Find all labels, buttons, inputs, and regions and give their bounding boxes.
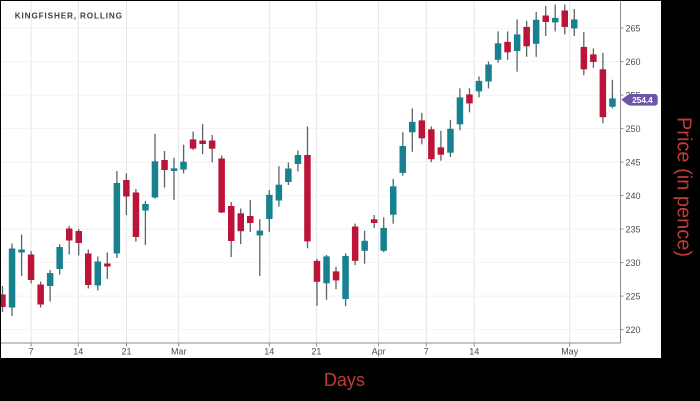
svg-text:21: 21 [121,347,131,357]
svg-text:Apr: Apr [372,347,386,357]
svg-text:245: 245 [626,158,641,168]
svg-text:14: 14 [264,347,274,357]
svg-text:265: 265 [626,24,641,34]
svg-text:21: 21 [311,347,321,357]
svg-text:7: 7 [29,347,34,357]
svg-text:260: 260 [626,57,641,67]
svg-text:254.4: 254.4 [632,96,653,105]
svg-text:220: 220 [626,325,641,335]
svg-text:240: 240 [626,191,641,201]
svg-text:7: 7 [424,347,429,357]
svg-text:Mar: Mar [171,347,187,357]
svg-text:250: 250 [626,124,641,134]
svg-text:Price (in pence): Price (in pence) [673,117,695,257]
svg-text:230: 230 [626,258,641,268]
svg-text:May: May [561,347,579,357]
svg-text:Days: Days [324,370,365,390]
svg-text:14: 14 [469,347,479,357]
svg-text:235: 235 [626,225,641,235]
svg-text:KINGFISHER, ROLLING: KINGFISHER, ROLLING [15,11,123,20]
svg-text:225: 225 [626,292,641,302]
svg-text:14: 14 [73,347,83,357]
